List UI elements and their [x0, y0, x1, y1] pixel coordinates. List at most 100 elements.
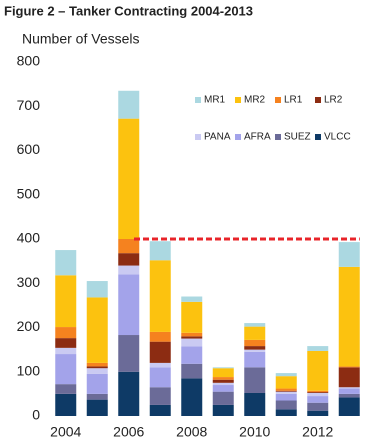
bar-segment: [149, 341, 171, 363]
bar-segment: [244, 346, 266, 350]
y-axis-label: Number of Vessels: [22, 31, 140, 47]
y-tick-label: 400: [17, 230, 41, 246]
bar-segment: [275, 373, 297, 377]
bar-segment: [212, 377, 234, 380]
bar-segment: [212, 368, 234, 378]
legend-swatch: [235, 134, 241, 140]
bar-segment: [244, 326, 266, 340]
bar-segment: [86, 399, 108, 416]
bar-segment: [55, 327, 77, 339]
bar-segment: [118, 274, 140, 336]
bar-segment: [212, 385, 234, 392]
bar-segment: [118, 335, 140, 372]
bar-segment: [86, 368, 108, 374]
legend-swatch: [195, 134, 201, 140]
y-tick-label: 300: [17, 274, 41, 290]
bar-segment: [55, 338, 77, 348]
bar-segment: [212, 391, 234, 405]
bar-segment: [86, 373, 108, 394]
x-tick-label: 2006: [113, 424, 144, 440]
bar-segment: [181, 336, 203, 339]
x-tick-label: 2010: [239, 424, 270, 440]
legend-swatch: [315, 97, 321, 103]
bar-segment: [118, 371, 140, 416]
bar-segment: [244, 351, 266, 368]
bar-segment: [338, 266, 360, 367]
legend-swatch: [195, 97, 201, 103]
bar-segment: [86, 393, 108, 400]
bar-segment: [118, 239, 140, 254]
bar-segment: [149, 387, 171, 405]
bar-segment: [307, 392, 329, 397]
bar-segment: [181, 346, 203, 364]
bar-segment: [55, 250, 77, 276]
bar-segment: [338, 387, 360, 389]
bar-segment: [86, 366, 108, 369]
legend-swatch: [275, 134, 281, 140]
y-tick-label: 800: [17, 53, 41, 69]
bar-segment: [149, 331, 171, 342]
bar-segment: [149, 367, 171, 388]
x-tick-label: 2012: [302, 424, 333, 440]
bar-segment: [275, 409, 297, 416]
bar-segment: [55, 275, 77, 328]
bar-segment: [338, 393, 360, 398]
x-tick-label: 2008: [176, 424, 207, 440]
bar-segment: [149, 241, 171, 261]
bar-segment: [55, 384, 77, 394]
bar-segment: [307, 396, 329, 403]
legend-label: SUEZ: [284, 132, 311, 143]
y-tick-label: 600: [17, 141, 41, 157]
bar-segment: [338, 367, 360, 388]
bar-segment: [307, 402, 329, 411]
bar-segment: [86, 281, 108, 298]
bar-segment: [244, 323, 266, 327]
bar-segment: [55, 347, 77, 355]
bar-segment: [55, 354, 77, 385]
bar-segment: [118, 90, 140, 119]
legend-label: MR1: [204, 95, 226, 106]
legend-swatch: [235, 97, 241, 103]
bar-segment: [307, 390, 329, 393]
bar-segment: [181, 332, 203, 337]
bar-segment: [181, 338, 203, 347]
bar-segment: [181, 363, 203, 379]
y-tick-label: 0: [32, 407, 40, 423]
x-tick-label: 2004: [50, 424, 81, 440]
legend-label: LR2: [324, 95, 343, 106]
bar-segment: [275, 393, 297, 401]
bar-segment: [275, 390, 297, 392]
y-tick-label: 500: [17, 185, 41, 201]
bar-segment: [118, 253, 140, 266]
bar-segment: [275, 391, 297, 394]
bar-segment: [338, 388, 360, 394]
bar-segment: [212, 367, 234, 369]
bar-segment: [244, 392, 266, 416]
bar-segment: [244, 367, 266, 393]
bar-segment: [212, 404, 234, 416]
y-tick-label: 200: [17, 318, 41, 334]
bar-segment: [86, 362, 108, 367]
legend-label: PANA: [204, 132, 231, 143]
bar-segment: [212, 379, 234, 383]
bar-segment: [149, 260, 171, 332]
bar-segment: [118, 118, 140, 239]
bar-segment: [181, 301, 203, 333]
bar-segment: [275, 388, 297, 391]
legend-label: AFRA: [244, 132, 271, 143]
bar-segment: [338, 397, 360, 416]
chart-title: Figure 2 – Tanker Contracting 2004-2013: [4, 3, 253, 18]
bar-segment: [244, 339, 266, 347]
y-tick-label: 100: [17, 362, 41, 378]
bar-segment: [181, 296, 203, 302]
legend-label: VLCC: [324, 132, 351, 143]
legend-swatch: [315, 134, 321, 140]
bar-segment: [338, 366, 360, 368]
legend-label: LR1: [284, 95, 303, 106]
bar-segment: [244, 349, 266, 352]
bar-segment: [275, 376, 297, 389]
bar-segment: [212, 382, 234, 386]
y-tick-label: 700: [17, 97, 41, 113]
bar-segment: [181, 378, 203, 416]
